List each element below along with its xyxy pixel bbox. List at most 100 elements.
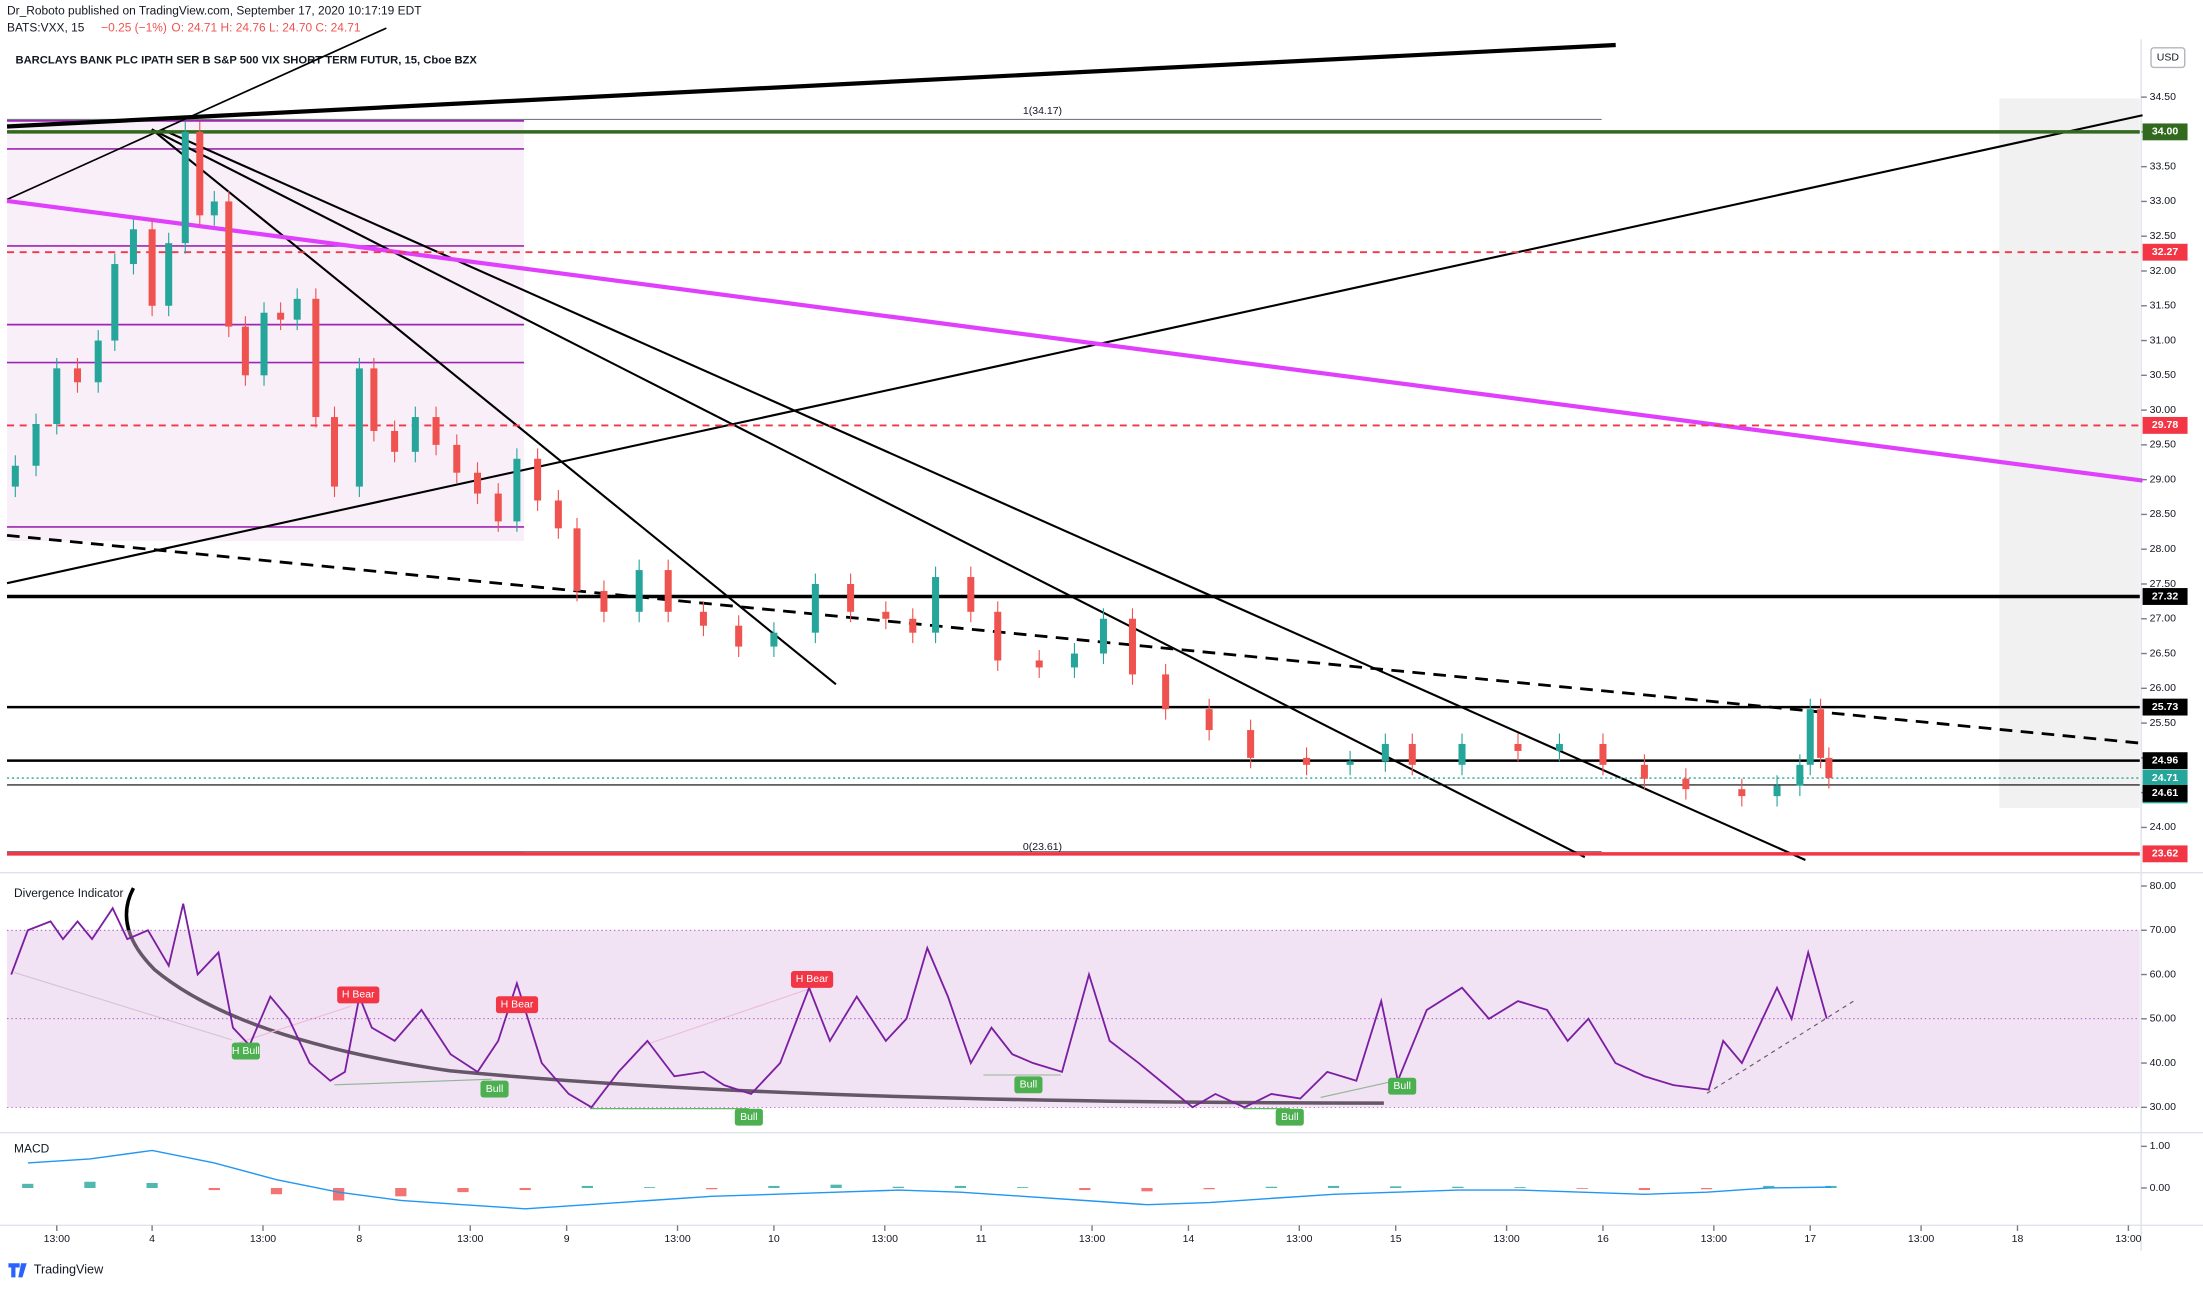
candle-body <box>210 201 218 216</box>
candle-body <box>1682 778 1690 790</box>
y-tick-label: 31.00 <box>2150 334 2176 346</box>
candle-body <box>1555 743 1563 751</box>
candle-body <box>1303 757 1311 765</box>
candle-body <box>1738 789 1746 797</box>
x-tick-label: 15 <box>1390 1233 1402 1245</box>
x-tick-label: 13:00 <box>1701 1233 1727 1245</box>
price-label-box <box>2142 784 2188 802</box>
candle-body <box>32 424 40 466</box>
magenta-trendline <box>6 198 2143 483</box>
macd-histogram <box>830 1184 842 1188</box>
x-tick-label: 10 <box>768 1233 780 1245</box>
macd-histogram <box>1265 1186 1277 1188</box>
x-tick-label: 9 <box>564 1233 570 1245</box>
y-tick-label: 27.50 <box>2150 578 2176 590</box>
candle-body <box>994 611 1002 661</box>
x-tick-label: 13:00 <box>2115 1233 2141 1245</box>
y-tick-label: 29.50 <box>2150 439 2176 451</box>
candle-body <box>967 577 975 612</box>
y-tick-label: 26.50 <box>2150 647 2176 659</box>
macd-histogram <box>22 1183 34 1188</box>
macd-histogram <box>1017 1187 1029 1188</box>
x-tick-label: 4 <box>149 1233 155 1245</box>
y-tick-label: 50.00 <box>2150 1013 2176 1025</box>
candle-body <box>1817 709 1825 758</box>
y-tick-label: 70.00 <box>2150 924 2176 936</box>
price-label-box <box>2142 769 2188 787</box>
candle-body <box>312 298 320 418</box>
signal-label: H Bear <box>796 973 829 985</box>
price-label-box <box>2142 243 2188 261</box>
candle-body <box>1640 764 1648 779</box>
macd-histogram <box>1327 1185 1340 1188</box>
price-label: 29.78 <box>2152 419 2178 431</box>
candle-body <box>1599 743 1607 765</box>
candle-body <box>909 618 917 633</box>
x-tick-label: 8 <box>356 1233 362 1245</box>
projection-zone <box>1999 98 2140 809</box>
candle-body <box>573 528 581 591</box>
x-tick-label: 13:00 <box>1286 1233 1312 1245</box>
x-tick-label: 13:00 <box>872 1233 898 1245</box>
candle-body <box>1035 660 1043 668</box>
macd-histogram <box>519 1187 531 1191</box>
candle-body <box>53 368 61 425</box>
signal-label: Bull <box>486 1083 504 1095</box>
candle-body <box>1806 709 1814 765</box>
y-tick-label: 33.50 <box>2150 160 2176 172</box>
signal-label: H Bear <box>501 999 534 1011</box>
macd-histogram <box>395 1187 407 1197</box>
x-tick-label: 17 <box>1804 1233 1816 1245</box>
macd-histogram <box>333 1187 345 1201</box>
rsi-line <box>10 903 1828 1109</box>
price-label: 34.00 <box>2152 126 2178 138</box>
indicator-title: MACD <box>14 1142 50 1156</box>
chart-title: BARCLAYS BANK PLC IPATH SER B S&P 500 VI… <box>15 54 477 66</box>
x-tick-label: 13:00 <box>1908 1233 1934 1245</box>
candle-body <box>847 583 855 612</box>
y-tick-label: 34.50 <box>2150 91 2176 103</box>
candle-body <box>1458 743 1466 765</box>
x-tick-label: 13:00 <box>250 1233 276 1245</box>
price-label: 24.71 <box>2152 772 2178 784</box>
candle-body <box>181 131 189 244</box>
signal-label: Bull <box>740 1111 758 1123</box>
candle-body <box>1247 730 1255 758</box>
macd-histogram <box>581 1185 593 1188</box>
price-label: 24.96 <box>2152 754 2178 766</box>
signal-box <box>231 1042 260 1060</box>
signal-label: H Bear <box>342 989 375 1001</box>
publisher: Dr_Roboto published on TradingView.com, … <box>7 3 422 17</box>
plots: 24.0024.5025.0025.5026.0026.5027.0027.50… <box>7 91 2188 1245</box>
candle-body <box>1070 653 1078 668</box>
candle-body <box>73 368 82 383</box>
divergence-curve <box>124 887 1384 1105</box>
logo-text: TradingView <box>34 1263 104 1277</box>
candle-body <box>129 229 137 265</box>
price-label-box <box>2142 845 2188 863</box>
macd-histogram <box>1700 1187 1713 1190</box>
macd-histogram <box>1763 1185 1775 1188</box>
x-tick-label: 11 <box>976 1233 987 1245</box>
currency-box[interactable] <box>2150 47 2186 69</box>
signal-box <box>734 1108 763 1126</box>
signal-label: Bull <box>1393 1080 1411 1092</box>
candle-body <box>148 229 156 306</box>
fib-label: 1(34.17) <box>1023 105 1062 117</box>
macd-histogram <box>954 1185 967 1188</box>
macd-histogram <box>208 1187 220 1191</box>
signal-label: Bull <box>1020 1079 1038 1091</box>
candle-body <box>699 611 707 626</box>
macd-histogram <box>768 1185 780 1188</box>
price-label: 25.73 <box>2152 701 2178 713</box>
y-tick-label: 30.00 <box>2150 404 2176 416</box>
y-tick-label: 25.50 <box>2150 717 2176 729</box>
x-tick-label: 13:00 <box>1079 1233 1105 1245</box>
change: −0.25 (−1%) <box>101 20 167 34</box>
candle-body <box>811 583 819 633</box>
y-tick-label: 29.00 <box>2150 473 2176 485</box>
price-label-box <box>2142 416 2188 434</box>
y-tick-label: 33.00 <box>2150 195 2176 207</box>
signal-box <box>1275 1108 1304 1126</box>
